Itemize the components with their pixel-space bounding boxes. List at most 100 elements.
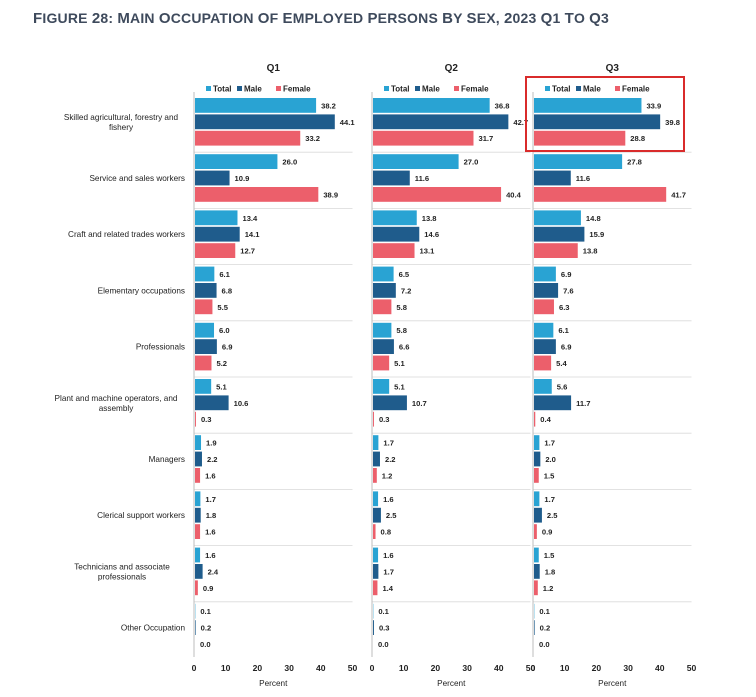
- data-label-q2-total-elementary-occupations: 6.5: [399, 270, 410, 279]
- bar-q1-total-craft-and-related-trades-workers: [195, 210, 238, 226]
- data-label-q2-total-plant-and-machine-operators-and-assembly: 5.1: [394, 382, 405, 391]
- data-label-q3-total-plant-and-machine-operators-and-assembly: 5.6: [557, 382, 568, 391]
- legend-swatch-female-q2: [454, 86, 459, 91]
- bar-q1-female-craft-and-related-trades-workers: [195, 243, 236, 258]
- bar-q3-male-service-and-sales-workers: [534, 170, 571, 186]
- data-label-q3-male-plant-and-machine-operators-and-assembly: 11.7: [576, 399, 590, 408]
- data-label-q3-total-craft-and-related-trades-workers: 14.8: [586, 214, 601, 223]
- bar-q3-female-service-and-sales-workers: [534, 187, 667, 202]
- data-label-q3-female-clerical-support-workers: 0.9: [542, 528, 553, 537]
- data-label-q1-female-technicians-and-associate-professionals: 0.9: [203, 584, 214, 593]
- data-label-q1-male-professionals: 6.9: [222, 343, 233, 352]
- bar-q3-male-managers: [534, 451, 541, 467]
- bar-q3-total-technicians-and-associate-professionals: [534, 547, 539, 563]
- bar-q3-male-professionals: [534, 339, 556, 354]
- bar-q3-female-elementary-occupations: [534, 299, 554, 315]
- legend-label-female-q2: Female: [461, 85, 489, 94]
- bar-q1-total-plant-and-machine-operators-and-assembly: [195, 379, 212, 394]
- bar-q2-female-technicians-and-associate-professionals: [373, 580, 378, 596]
- bar-q2-total-elementary-occupations: [373, 266, 394, 282]
- bar-q3-male-clerical-support-workers: [534, 507, 542, 523]
- legend-swatch-total-q1: [206, 86, 211, 91]
- legend-label-female-q3: Female: [622, 85, 650, 94]
- bar-q2-female-skilled-agricultural-forestry-and-fishery: [373, 130, 474, 146]
- data-label-q2-total-professionals: 5.8: [396, 326, 407, 335]
- data-label-q2-male-craft-and-related-trades-workers: 14.6: [424, 230, 439, 239]
- data-label-q3-female-craft-and-related-trades-workers: 13.8: [583, 247, 598, 256]
- bar-q3-male-technicians-and-associate-professionals: [534, 564, 540, 579]
- data-label-q2-total-clerical-support-workers: 1.6: [383, 495, 394, 504]
- category-label-skilled-agricultural-forestry-and-fishery: Skilled agricultural, forestry and fisher…: [64, 113, 179, 132]
- data-label-q3-female-service-and-sales-workers: 41.7: [671, 190, 686, 199]
- data-label-q3-male-skilled-agricultural-forestry-and-fishery: 39.8: [665, 118, 680, 127]
- category-label-line: Plant and machine operators, and: [55, 394, 178, 403]
- bar-q2-male-service-and-sales-workers: [373, 170, 410, 186]
- data-label-q1-male-managers: 2.2: [207, 455, 218, 464]
- data-label-q3-male-other-occupation: 0.2: [540, 624, 551, 633]
- x-tick-label-q1-0: 0: [192, 663, 197, 673]
- data-label-q1-female-skilled-agricultural-forestry-and-fishery: 33.2: [305, 134, 320, 143]
- data-label-q1-total-craft-and-related-trades-workers: 13.4: [242, 214, 258, 223]
- panel-title-q2: Q2: [445, 63, 459, 74]
- category-label-plant-and-machine-operators-and-assembly: Plant and machine operators, and assembly: [55, 394, 178, 413]
- data-label-q3-female-managers: 1.5: [544, 471, 555, 480]
- x-tick-label-q2-10: 10: [399, 663, 409, 673]
- bar-q1-male-plant-and-machine-operators-and-assembly: [195, 395, 229, 411]
- legend-label-total-q1: Total: [213, 85, 232, 94]
- panel-title-q3: Q3: [606, 63, 620, 74]
- category-label-elementary-occupations: Elementary occupations: [98, 286, 185, 295]
- x-axis-label-q1: Percent: [259, 679, 288, 688]
- figure-title: FIGURE 28: MAIN OCCUPATION OF EMPLOYED P…: [33, 10, 610, 27]
- legend-label-male-q3: Male: [583, 85, 601, 94]
- data-label-q3-male-clerical-support-workers: 2.5: [547, 511, 558, 520]
- data-label-q3-female-technicians-and-associate-professionals: 1.2: [543, 584, 554, 593]
- data-label-q2-female-plant-and-machine-operators-and-assembly: 0.3: [379, 415, 390, 424]
- bar-q2-total-technicians-and-associate-professionals: [373, 547, 379, 563]
- data-label-q1-female-service-and-sales-workers: 38.9: [323, 190, 338, 199]
- bar-q1-female-clerical-support-workers: [195, 524, 201, 539]
- data-label-q3-female-plant-and-machine-operators-and-assembly: 0.4: [540, 415, 551, 424]
- bar-q1-male-craft-and-related-trades-workers: [195, 226, 240, 242]
- category-label-service-and-sales-workers: Service and sales workers: [89, 174, 185, 183]
- x-tick-label-q3-10: 10: [560, 663, 570, 673]
- data-label-q1-male-clerical-support-workers: 1.8: [206, 511, 217, 520]
- category-label-managers: Managers: [149, 455, 185, 464]
- bar-q1-male-skilled-agricultural-forestry-and-fishery: [195, 114, 335, 130]
- data-label-q1-total-managers: 1.9: [206, 439, 217, 448]
- x-tick-label-q3-0: 0: [531, 663, 536, 673]
- x-tick-label-q3-50: 50: [687, 663, 697, 673]
- data-label-q3-female-professionals: 5.4: [556, 359, 567, 368]
- data-label-q3-total-professionals: 6.1: [558, 326, 569, 335]
- bar-q2-female-managers: [373, 468, 377, 483]
- data-label-q3-total-service-and-sales-workers: 27.8: [627, 158, 642, 167]
- category-label-line: fishery: [109, 123, 134, 132]
- bar-q3-total-skilled-agricultural-forestry-and-fishery: [534, 98, 642, 113]
- data-label-q3-male-elementary-occupations: 7.6: [563, 286, 574, 295]
- bar-q3-total-professionals: [534, 322, 554, 338]
- bar-q1-male-elementary-occupations: [195, 283, 217, 298]
- data-label-q1-female-plant-and-machine-operators-and-assembly: 0.3: [201, 415, 212, 424]
- highlight-box-q3: [525, 76, 685, 152]
- x-tick-label-q2-40: 40: [494, 663, 504, 673]
- bar-q2-male-technicians-and-associate-professionals: [373, 564, 379, 579]
- data-label-q3-total-elementary-occupations: 6.9: [561, 270, 572, 279]
- category-label-line: assembly: [99, 404, 134, 413]
- data-label-q2-male-service-and-sales-workers: 11.6: [415, 174, 429, 183]
- data-label-q2-female-elementary-occupations: 5.8: [396, 303, 407, 312]
- bar-q3-female-technicians-and-associate-professionals: [534, 580, 538, 596]
- bar-q2-male-professionals: [373, 339, 394, 354]
- data-label-q1-total-other-occupation: 0.1: [200, 607, 211, 616]
- data-label-q3-male-technicians-and-associate-professionals: 1.8: [545, 567, 556, 576]
- bar-q1-female-elementary-occupations: [195, 299, 213, 315]
- data-label-q2-female-clerical-support-workers: 0.8: [381, 528, 392, 537]
- bar-q2-male-elementary-occupations: [373, 283, 396, 298]
- bar-q1-total-clerical-support-workers: [195, 491, 201, 507]
- bar-q3-female-managers: [534, 468, 539, 483]
- bar-q3-total-plant-and-machine-operators-and-assembly: [534, 379, 552, 394]
- data-label-q3-total-skilled-agricultural-forestry-and-fishery: 33.9: [646, 101, 661, 110]
- data-label-q1-male-service-and-sales-workers: 10.9: [235, 174, 250, 183]
- x-tick-label-q1-30: 30: [284, 663, 294, 673]
- bar-q2-female-service-and-sales-workers: [373, 187, 502, 202]
- legend-label-male-q1: Male: [244, 85, 262, 94]
